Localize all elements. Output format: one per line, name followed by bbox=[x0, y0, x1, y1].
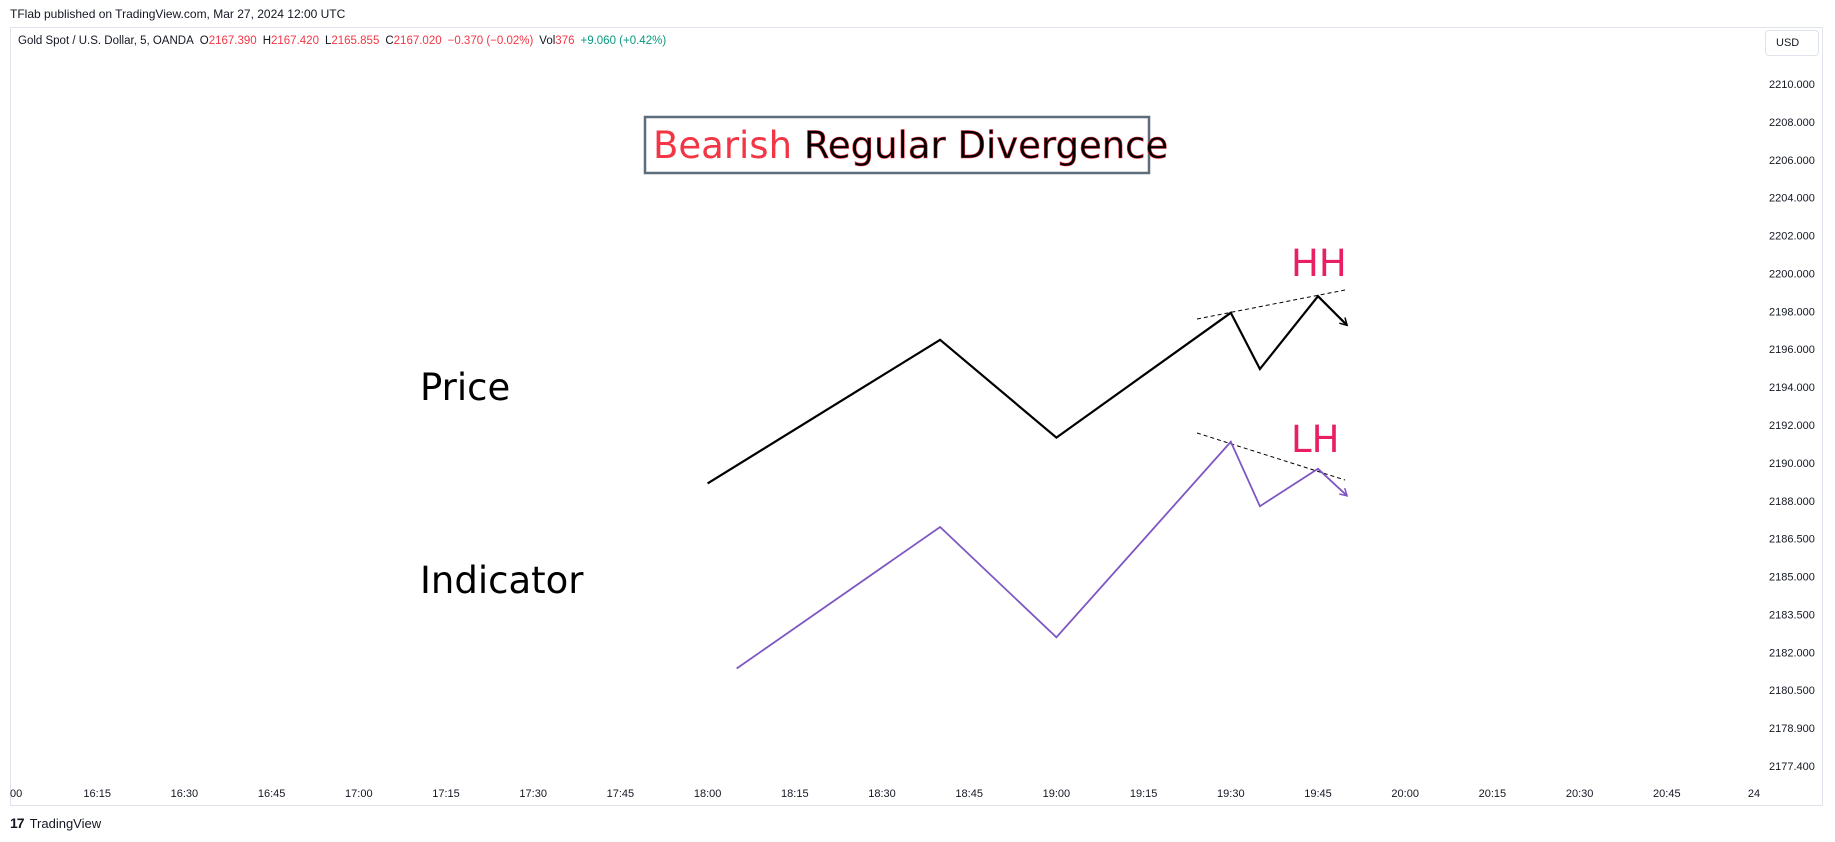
open-label: O bbox=[199, 35, 209, 47]
y-tick-label: 2192.000 bbox=[1769, 420, 1815, 432]
y-tick-label: 2186.500 bbox=[1769, 534, 1815, 546]
price-axis[interactable]: 2210.000 2208.000 2206.000 2204.000 2202.000… bbox=[1769, 79, 1815, 773]
change-value: −0.370 (−0.02%) bbox=[447, 35, 534, 47]
currency-button[interactable]: USD bbox=[1765, 30, 1819, 56]
hh-label: HH bbox=[1291, 242, 1347, 285]
close-value: 2167.020 bbox=[393, 35, 442, 47]
lh-label: LH bbox=[1291, 418, 1339, 461]
y-tick-label: 2185.000 bbox=[1769, 572, 1815, 584]
publish-info: TFlab published on TradingView.com, Mar … bbox=[10, 7, 346, 21]
title-bearish: Bearish bbox=[653, 124, 792, 167]
volume-value: 376 bbox=[555, 35, 575, 47]
y-tick-label: 2198.000 bbox=[1769, 306, 1815, 318]
x-tick-label: 16:15 bbox=[83, 788, 111, 800]
x-tick-label: 17:30 bbox=[519, 788, 547, 800]
x-tick-label: 24 bbox=[1748, 788, 1760, 800]
symbol-name[interactable]: Gold Spot / U.S. Dollar, 5, OANDA bbox=[18, 35, 194, 47]
price-trend-line bbox=[1196, 289, 1346, 320]
title-text: Bearish Regular Divergence bbox=[653, 124, 1168, 167]
y-tick-label: 2200.000 bbox=[1769, 268, 1815, 280]
footer-brand-name: TradingView bbox=[29, 815, 102, 831]
title-box bbox=[643, 115, 1151, 175]
x-tick-label: 16:45 bbox=[258, 788, 286, 800]
x-tick-label: 20:15 bbox=[1479, 788, 1507, 800]
low-value: 2165.855 bbox=[331, 35, 380, 47]
indicator-series-line[interactable] bbox=[736, 440, 1349, 670]
y-tick-label: 2180.500 bbox=[1769, 685, 1815, 697]
time-axis[interactable]: 00 16:15 16:30 16:45 17:00 17:15 17:30 17:45 18:… bbox=[10, 788, 1760, 800]
y-tick-label: 2204.000 bbox=[1769, 193, 1815, 205]
y-tick-label: 2182.000 bbox=[1769, 647, 1815, 659]
low-label: L bbox=[324, 35, 332, 47]
y-tick-label: 2208.000 bbox=[1769, 117, 1815, 129]
tradingview-logo-icon[interactable]: 17 bbox=[10, 815, 25, 831]
y-tick-label: 2177.400 bbox=[1769, 761, 1815, 773]
y-tick-label: 2188.000 bbox=[1769, 496, 1815, 508]
x-tick-label: 18:00 bbox=[694, 788, 722, 800]
x-tick-label: 18:45 bbox=[955, 788, 983, 800]
y-tick-label: 2190.000 bbox=[1769, 458, 1815, 470]
y-tick-label: 2178.900 bbox=[1769, 723, 1815, 735]
x-tick-label: 17:45 bbox=[607, 788, 635, 800]
y-tick-label: 2206.000 bbox=[1769, 155, 1815, 167]
x-tick-label: 19:45 bbox=[1304, 788, 1332, 800]
x-tick-label: 16:30 bbox=[171, 788, 199, 800]
x-tick-label: 19:00 bbox=[1043, 788, 1071, 800]
y-tick-label: 2202.000 bbox=[1769, 231, 1815, 243]
x-tick-label: 19:30 bbox=[1217, 788, 1245, 800]
x-tick-label: 18:15 bbox=[781, 788, 809, 800]
price-series-line[interactable] bbox=[707, 294, 1349, 485]
symbol-legend: Gold Spot / U.S. Dollar, 5, OANDA O 2167.… bbox=[18, 35, 666, 47]
chart-frame bbox=[10, 27, 1823, 806]
y-tick-label: 2196.000 bbox=[1769, 344, 1815, 356]
y-tick-label: 2194.000 bbox=[1769, 382, 1815, 394]
y-tick-label: 2183.500 bbox=[1769, 609, 1815, 621]
footer-brand: 17 TradingView bbox=[10, 815, 101, 831]
x-tick-label: 18:30 bbox=[868, 788, 896, 800]
x-tick-label: 17:15 bbox=[432, 788, 460, 800]
open-value: 2167.390 bbox=[208, 35, 257, 47]
volume-change: +9.060 (+0.42%) bbox=[580, 35, 667, 47]
price-label: Price bbox=[420, 366, 510, 409]
indicator-label: Indicator bbox=[420, 559, 584, 602]
x-tick-label: 20:30 bbox=[1566, 788, 1594, 800]
x-tick-label: 00 bbox=[10, 788, 22, 800]
y-tick-label: 2210.000 bbox=[1769, 79, 1815, 91]
x-tick-label: 17:00 bbox=[345, 788, 373, 800]
high-label: H bbox=[262, 35, 271, 47]
x-tick-label: 20:00 bbox=[1391, 788, 1419, 800]
high-value: 2167.420 bbox=[271, 35, 319, 47]
title-regular-divergence: Regular Divergence bbox=[804, 124, 1168, 167]
close-label: C bbox=[385, 35, 394, 47]
x-tick-label: 20:45 bbox=[1653, 788, 1681, 800]
volume-label: Vol bbox=[539, 35, 556, 47]
x-tick-label: 19:15 bbox=[1130, 788, 1158, 800]
